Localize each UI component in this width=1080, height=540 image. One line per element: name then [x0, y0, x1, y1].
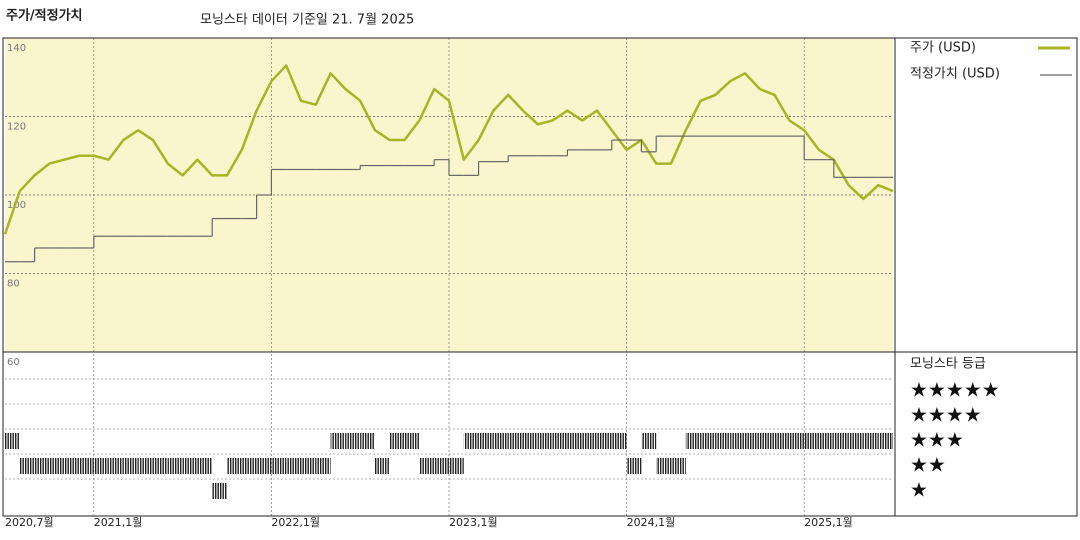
rating-bar — [685, 433, 701, 449]
rating-title: 모닝스타 등급 — [910, 357, 986, 372]
rating-bar — [286, 458, 301, 474]
rating-bar — [449, 458, 464, 474]
rating-bar — [641, 433, 657, 449]
rating-bar — [848, 433, 864, 449]
rating-bar — [774, 433, 790, 449]
rating-bar — [93, 458, 109, 474]
rating-bar — [819, 433, 834, 449]
rating-bar — [804, 433, 819, 449]
rating-bar — [715, 433, 731, 449]
rating-bar — [626, 458, 642, 474]
rating-bar — [419, 458, 435, 474]
legend-label: 적정가치 (USD) — [910, 67, 1000, 82]
y-tick-label: 100 — [7, 200, 26, 211]
rating-bar — [167, 458, 183, 474]
chart-title: 주가/적정가치 — [6, 8, 83, 24]
rating-bar — [789, 433, 805, 449]
x-tick-label: 2021,1월 — [94, 516, 143, 529]
rating-bar — [345, 433, 361, 449]
rating-bar — [656, 458, 671, 474]
rating-bar — [5, 433, 20, 449]
rating-bar — [241, 458, 257, 474]
x-tick-label: 2023,1월 — [449, 516, 498, 529]
rating-label: ★★★★★ — [910, 378, 1000, 402]
x-tick-label: 2025,1월 — [804, 516, 853, 529]
rating-bar — [878, 433, 893, 449]
rating-bar — [463, 433, 479, 449]
rating-bar — [212, 483, 227, 499]
rating-bar — [153, 458, 168, 474]
rating-bar — [138, 458, 153, 474]
y-tick-label: 140 — [7, 43, 26, 54]
rating-bar — [863, 433, 879, 449]
rating-bar — [360, 433, 375, 449]
rating-bar — [671, 458, 686, 474]
rating-bar — [256, 458, 272, 474]
rating-bar — [508, 433, 523, 449]
rating-bar — [567, 433, 583, 449]
rating-bar — [759, 433, 775, 449]
rating-bar — [700, 433, 716, 449]
legend-label: 주가 (USD) — [910, 41, 976, 56]
rating-bar — [330, 433, 346, 449]
rating-bar — [434, 458, 449, 474]
rating-bar — [582, 433, 597, 449]
rating-bar — [227, 458, 242, 474]
rating-bar — [197, 458, 213, 474]
frame — [2, 37, 1078, 517]
rating-label: ★★★ — [910, 428, 964, 452]
y-tick-label: 60 — [7, 357, 20, 368]
x-tick-label: 2020,7월 — [5, 516, 54, 529]
y-tick-label: 120 — [7, 122, 26, 133]
rating-bar — [79, 458, 94, 474]
rating-bar — [537, 433, 553, 449]
rating-bar — [389, 433, 405, 449]
rating-bar — [301, 458, 316, 474]
rating-bar — [108, 458, 124, 474]
rating-bar — [64, 458, 79, 474]
rating-label: ★★ — [910, 453, 946, 477]
chart-subtitle: 모닝스타 데이터 기준일 21. 7월 2025 — [200, 13, 414, 28]
rating-bar — [123, 458, 139, 474]
rating-bar — [523, 433, 538, 449]
rating-bar — [19, 458, 35, 474]
rating-bar — [49, 458, 65, 474]
price-line — [3, 64, 894, 235]
x-tick-label: 2024,1월 — [627, 516, 676, 529]
x-tick-label: 2022,1월 — [271, 516, 320, 529]
rating-bar — [833, 433, 849, 449]
rating-bar — [552, 433, 568, 449]
rating-label: ★★★★ — [910, 403, 982, 427]
rating-bar — [271, 458, 287, 474]
rating-bar — [745, 433, 760, 449]
rating-bar — [478, 433, 494, 449]
rating-bar — [375, 458, 390, 474]
y-tick-label: 80 — [7, 279, 20, 290]
rating-bar — [34, 458, 50, 474]
rating-bar — [493, 433, 509, 449]
rating-bar — [730, 433, 745, 449]
rating-bar — [597, 433, 612, 449]
rating-bar — [611, 433, 627, 449]
rating-label: ★ — [910, 478, 928, 502]
rating-bar — [182, 458, 198, 474]
rating-bar — [315, 458, 331, 474]
rating-bar — [404, 433, 420, 449]
